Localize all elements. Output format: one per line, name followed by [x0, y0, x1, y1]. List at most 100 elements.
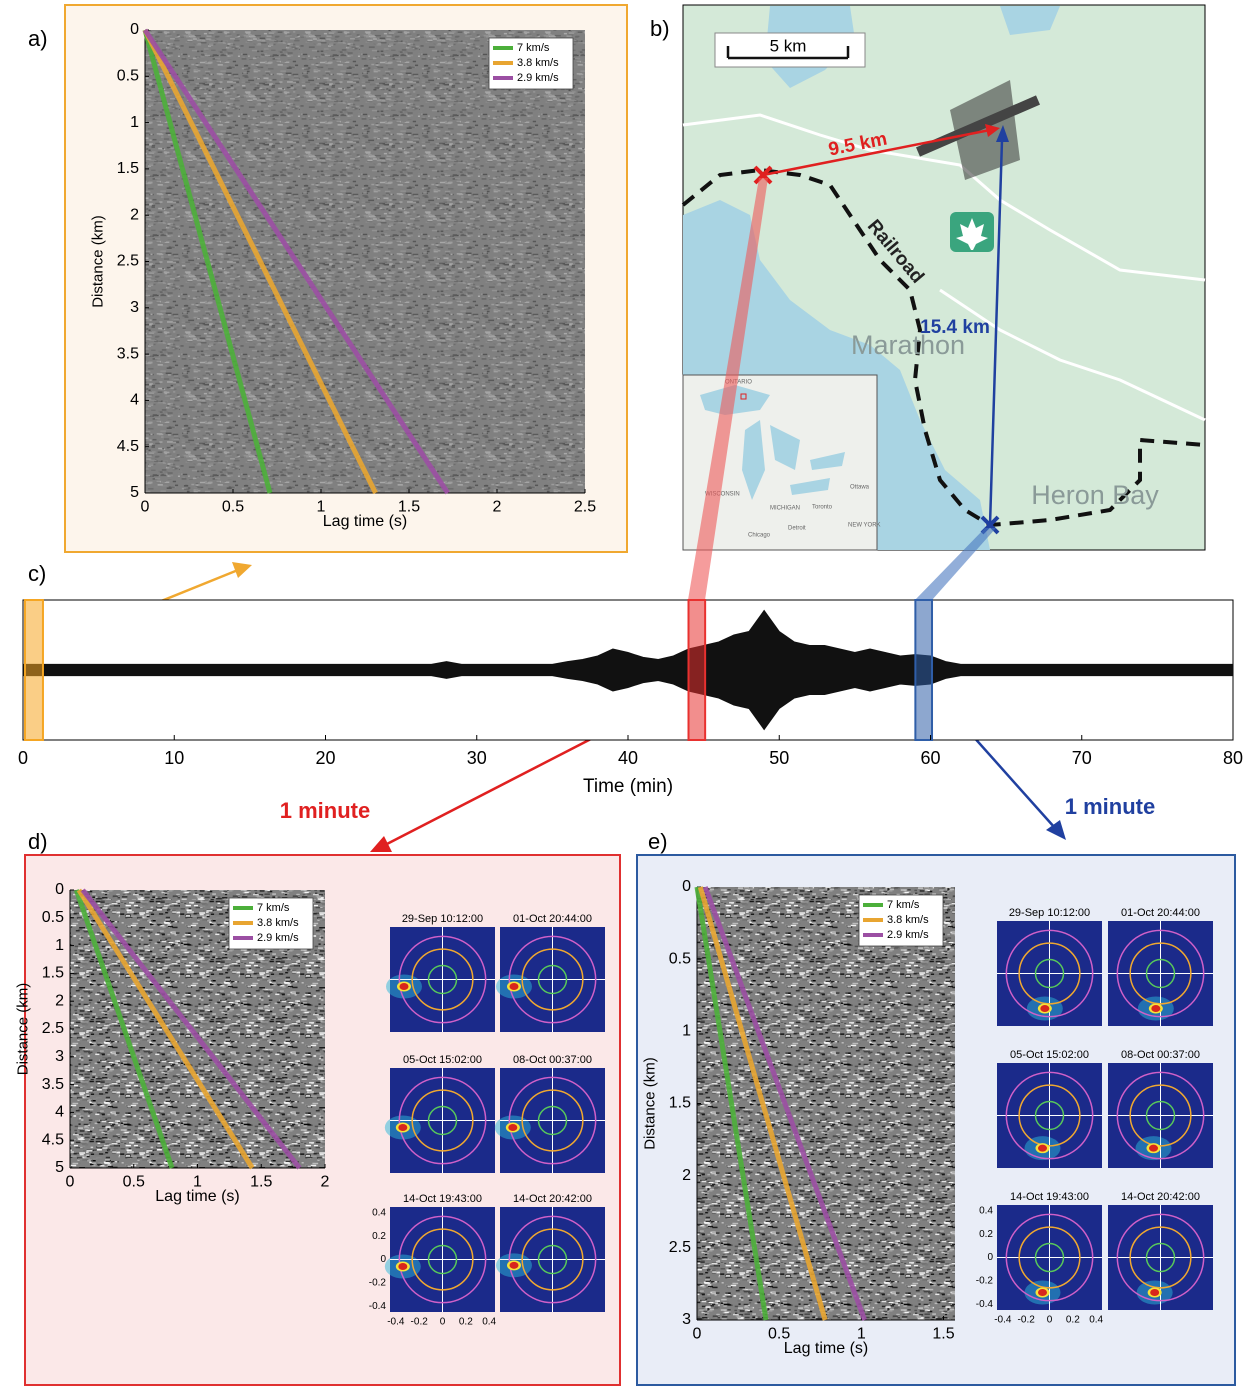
town-label: Marathon	[851, 330, 965, 360]
x-tick-label: 10	[164, 748, 184, 768]
y-tick-label: 0.2	[372, 1231, 386, 1242]
y-tick-label: 2.5	[42, 1020, 64, 1037]
y-tick-label: 3.5	[42, 1076, 64, 1093]
plot-area	[145, 30, 585, 493]
y-tick-label: 0.5	[117, 68, 139, 85]
x-tick-label: 1.5	[932, 1326, 954, 1343]
y-tick-label: 1.5	[669, 1095, 691, 1112]
inset-label: Toronto	[812, 505, 833, 511]
x-tick-label: 2	[321, 1174, 330, 1191]
x-tick-label: 80	[1223, 748, 1243, 768]
map-title: 14-Oct 19:43:00	[403, 1193, 482, 1205]
beam-peak	[1040, 1005, 1049, 1012]
map-title: 14-Oct 19:43:00	[1010, 1191, 1089, 1203]
legend-label: 3.8 km/s	[257, 917, 299, 929]
y-axis-label: Distance (km)	[15, 983, 32, 1076]
map-title: 08-Oct 00:37:00	[1121, 1049, 1200, 1061]
y-tick-label: 2.5	[669, 1239, 691, 1256]
y-tick-label: 5	[55, 1159, 64, 1176]
map: 5 km 9.5 km 15.4 km Railroad Marathon He…	[683, 5, 1205, 550]
y-tick-label: 2	[55, 992, 64, 1009]
beam-peak	[1038, 1289, 1047, 1296]
map-title: 01-Oct 20:44:00	[513, 913, 592, 925]
y-tick-label: 1	[130, 114, 139, 131]
time-window	[689, 600, 706, 740]
y-axis-label: Distance (km)	[642, 1057, 659, 1150]
y-tick-label: 0	[380, 1254, 386, 1265]
y-tick-label: 0	[987, 1252, 993, 1263]
y-tick-label: 4	[130, 392, 139, 409]
y-tick-label: 5	[130, 484, 139, 501]
x-tick-label: 0	[1047, 1315, 1053, 1326]
x-tick-label: -0.4	[387, 1317, 405, 1328]
y-tick-label: -0.2	[976, 1275, 994, 1286]
x-tick-label: 20	[315, 748, 335, 768]
x-tick-label: 50	[769, 748, 789, 768]
plot-area	[697, 887, 955, 1320]
legend-label: 7 km/s	[887, 899, 920, 911]
time-window	[25, 600, 43, 740]
y-tick-label: 3.5	[117, 345, 139, 362]
beam-peak	[510, 1262, 519, 1269]
beam-peak	[508, 1124, 517, 1131]
map-title: 14-Oct 20:42:00	[513, 1193, 592, 1205]
x-tick-label: 0	[693, 1326, 702, 1343]
map-title: 14-Oct 20:42:00	[1121, 1191, 1200, 1203]
x-axis-label: Lag time (s)	[155, 1188, 239, 1205]
beam-peak	[398, 1263, 407, 1270]
x-tick-label: 2	[493, 499, 502, 516]
map-title: 29-Sep 10:12:00	[402, 913, 483, 925]
map-title: 29-Sep 10:12:00	[1009, 907, 1090, 919]
y-tick-label: 3	[130, 299, 139, 316]
x-axis-label: Time (min)	[583, 776, 673, 797]
y-tick-label: 1	[55, 937, 64, 954]
time-window	[915, 600, 932, 740]
inset-label: MICHIGAN	[770, 506, 800, 512]
beam-peak	[1038, 1145, 1047, 1152]
y-tick-label: 1.5	[117, 160, 139, 177]
y-tick-label: 2	[682, 1167, 691, 1184]
x-tick-label: -0.2	[1018, 1315, 1036, 1326]
y-tick-label: 0.2	[979, 1229, 993, 1240]
y-tick-label: 0	[130, 21, 139, 38]
y-tick-label: 1	[682, 1023, 691, 1040]
inset-label: NEW YORK	[848, 523, 881, 529]
x-axis-label: Lag time (s)	[784, 1340, 868, 1357]
y-tick-label: -0.2	[369, 1277, 387, 1288]
map-title: 05-Oct 15:02:00	[1010, 1049, 1089, 1061]
x-tick-label: 0.4	[1089, 1315, 1103, 1326]
inset-label: Detroit	[788, 526, 806, 532]
y-tick-label: 3	[55, 1048, 64, 1065]
beam-peak	[398, 1124, 407, 1131]
panel-label: b)	[650, 16, 670, 41]
figure: 5 km 9.5 km 15.4 km Railroad Marathon He…	[0, 0, 1250, 1389]
beam-peak	[1151, 1005, 1160, 1012]
x-tick-label: 70	[1072, 748, 1092, 768]
y-tick-label: 2.5	[117, 253, 139, 270]
legend-label: 3.8 km/s	[517, 57, 559, 69]
legend-label: 2.9 km/s	[517, 72, 559, 84]
y-tick-label: 0.4	[372, 1207, 386, 1218]
y-tick-label: -0.4	[369, 1301, 387, 1312]
x-tick-label: 30	[467, 748, 487, 768]
y-tick-label: 0.5	[669, 950, 691, 967]
y-tick-label: 0	[55, 881, 64, 898]
y-tick-label: 4.5	[117, 438, 139, 455]
map-title: 01-Oct 20:44:00	[1121, 907, 1200, 919]
y-tick-label: 4	[55, 1104, 64, 1121]
town-label: Heron Bay	[1031, 480, 1159, 510]
x-tick-label: 1.5	[250, 1174, 272, 1191]
y-tick-label: 1.5	[42, 965, 64, 982]
legend-label: 2.9 km/s	[257, 932, 299, 944]
x-tick-label: -0.4	[994, 1315, 1012, 1326]
y-tick-label: -0.4	[976, 1299, 994, 1310]
map-title: 08-Oct 00:37:00	[513, 1054, 592, 1066]
legend-label: 2.9 km/s	[887, 929, 929, 941]
y-tick-label: 2	[130, 206, 139, 223]
y-axis-label: Distance (km)	[90, 215, 107, 308]
annotation: 1 minute	[1065, 794, 1155, 819]
x-tick-label: 0	[440, 1317, 446, 1328]
beam-peak	[510, 983, 519, 990]
y-tick-label: 3	[682, 1311, 691, 1328]
beam-peak	[1150, 1289, 1159, 1296]
